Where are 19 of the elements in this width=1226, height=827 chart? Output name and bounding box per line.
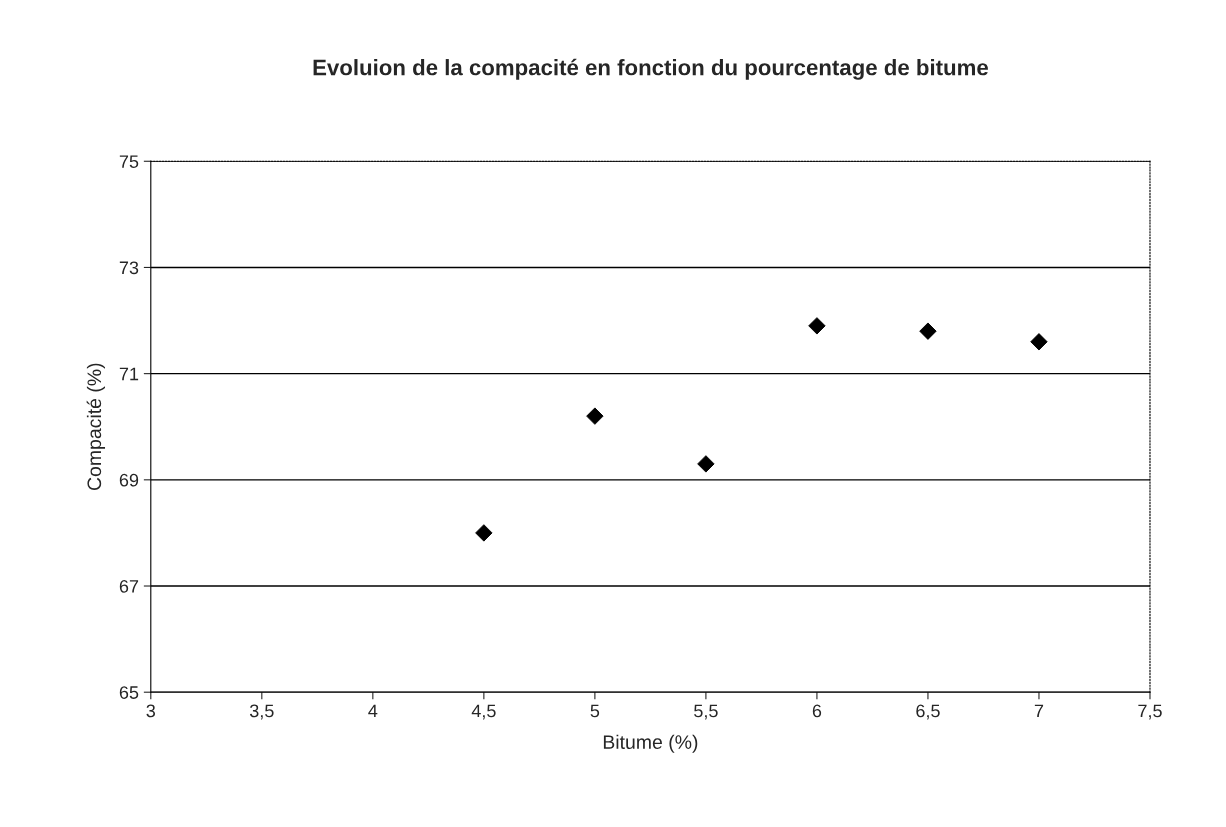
x-tick-label: 7 [1034, 704, 1044, 718]
x-tick-label: 5,5 [694, 704, 718, 720]
y-tick-label: 65 [119, 686, 139, 699]
x-tick-label: 3 [146, 704, 156, 718]
x-tick-label: 3,5 [249, 704, 274, 720]
y-axis-title: Compacité (%) [86, 363, 106, 491]
y-tick-label: 69 [119, 473, 139, 487]
x-tick-label: 4,5 [471, 704, 496, 720]
x-tick-label: 5 [590, 704, 600, 718]
x-tick-label: 6 [812, 704, 822, 718]
y-tick-label: 71 [119, 367, 139, 381]
x-tick-label: 7,5 [1138, 704, 1162, 720]
x-tick-label: 4 [368, 704, 378, 718]
x-tick-label: 6,5 [916, 704, 940, 720]
y-tick-label: 73 [119, 261, 139, 275]
x-axis-title: Bitume (%) [603, 734, 698, 753]
y-tick-label: 75 [119, 155, 139, 168]
chart-title: Evoluion de la compacité en fonction du pourcentage de bitume [313, 58, 988, 80]
y-tick-label: 67 [119, 579, 139, 593]
